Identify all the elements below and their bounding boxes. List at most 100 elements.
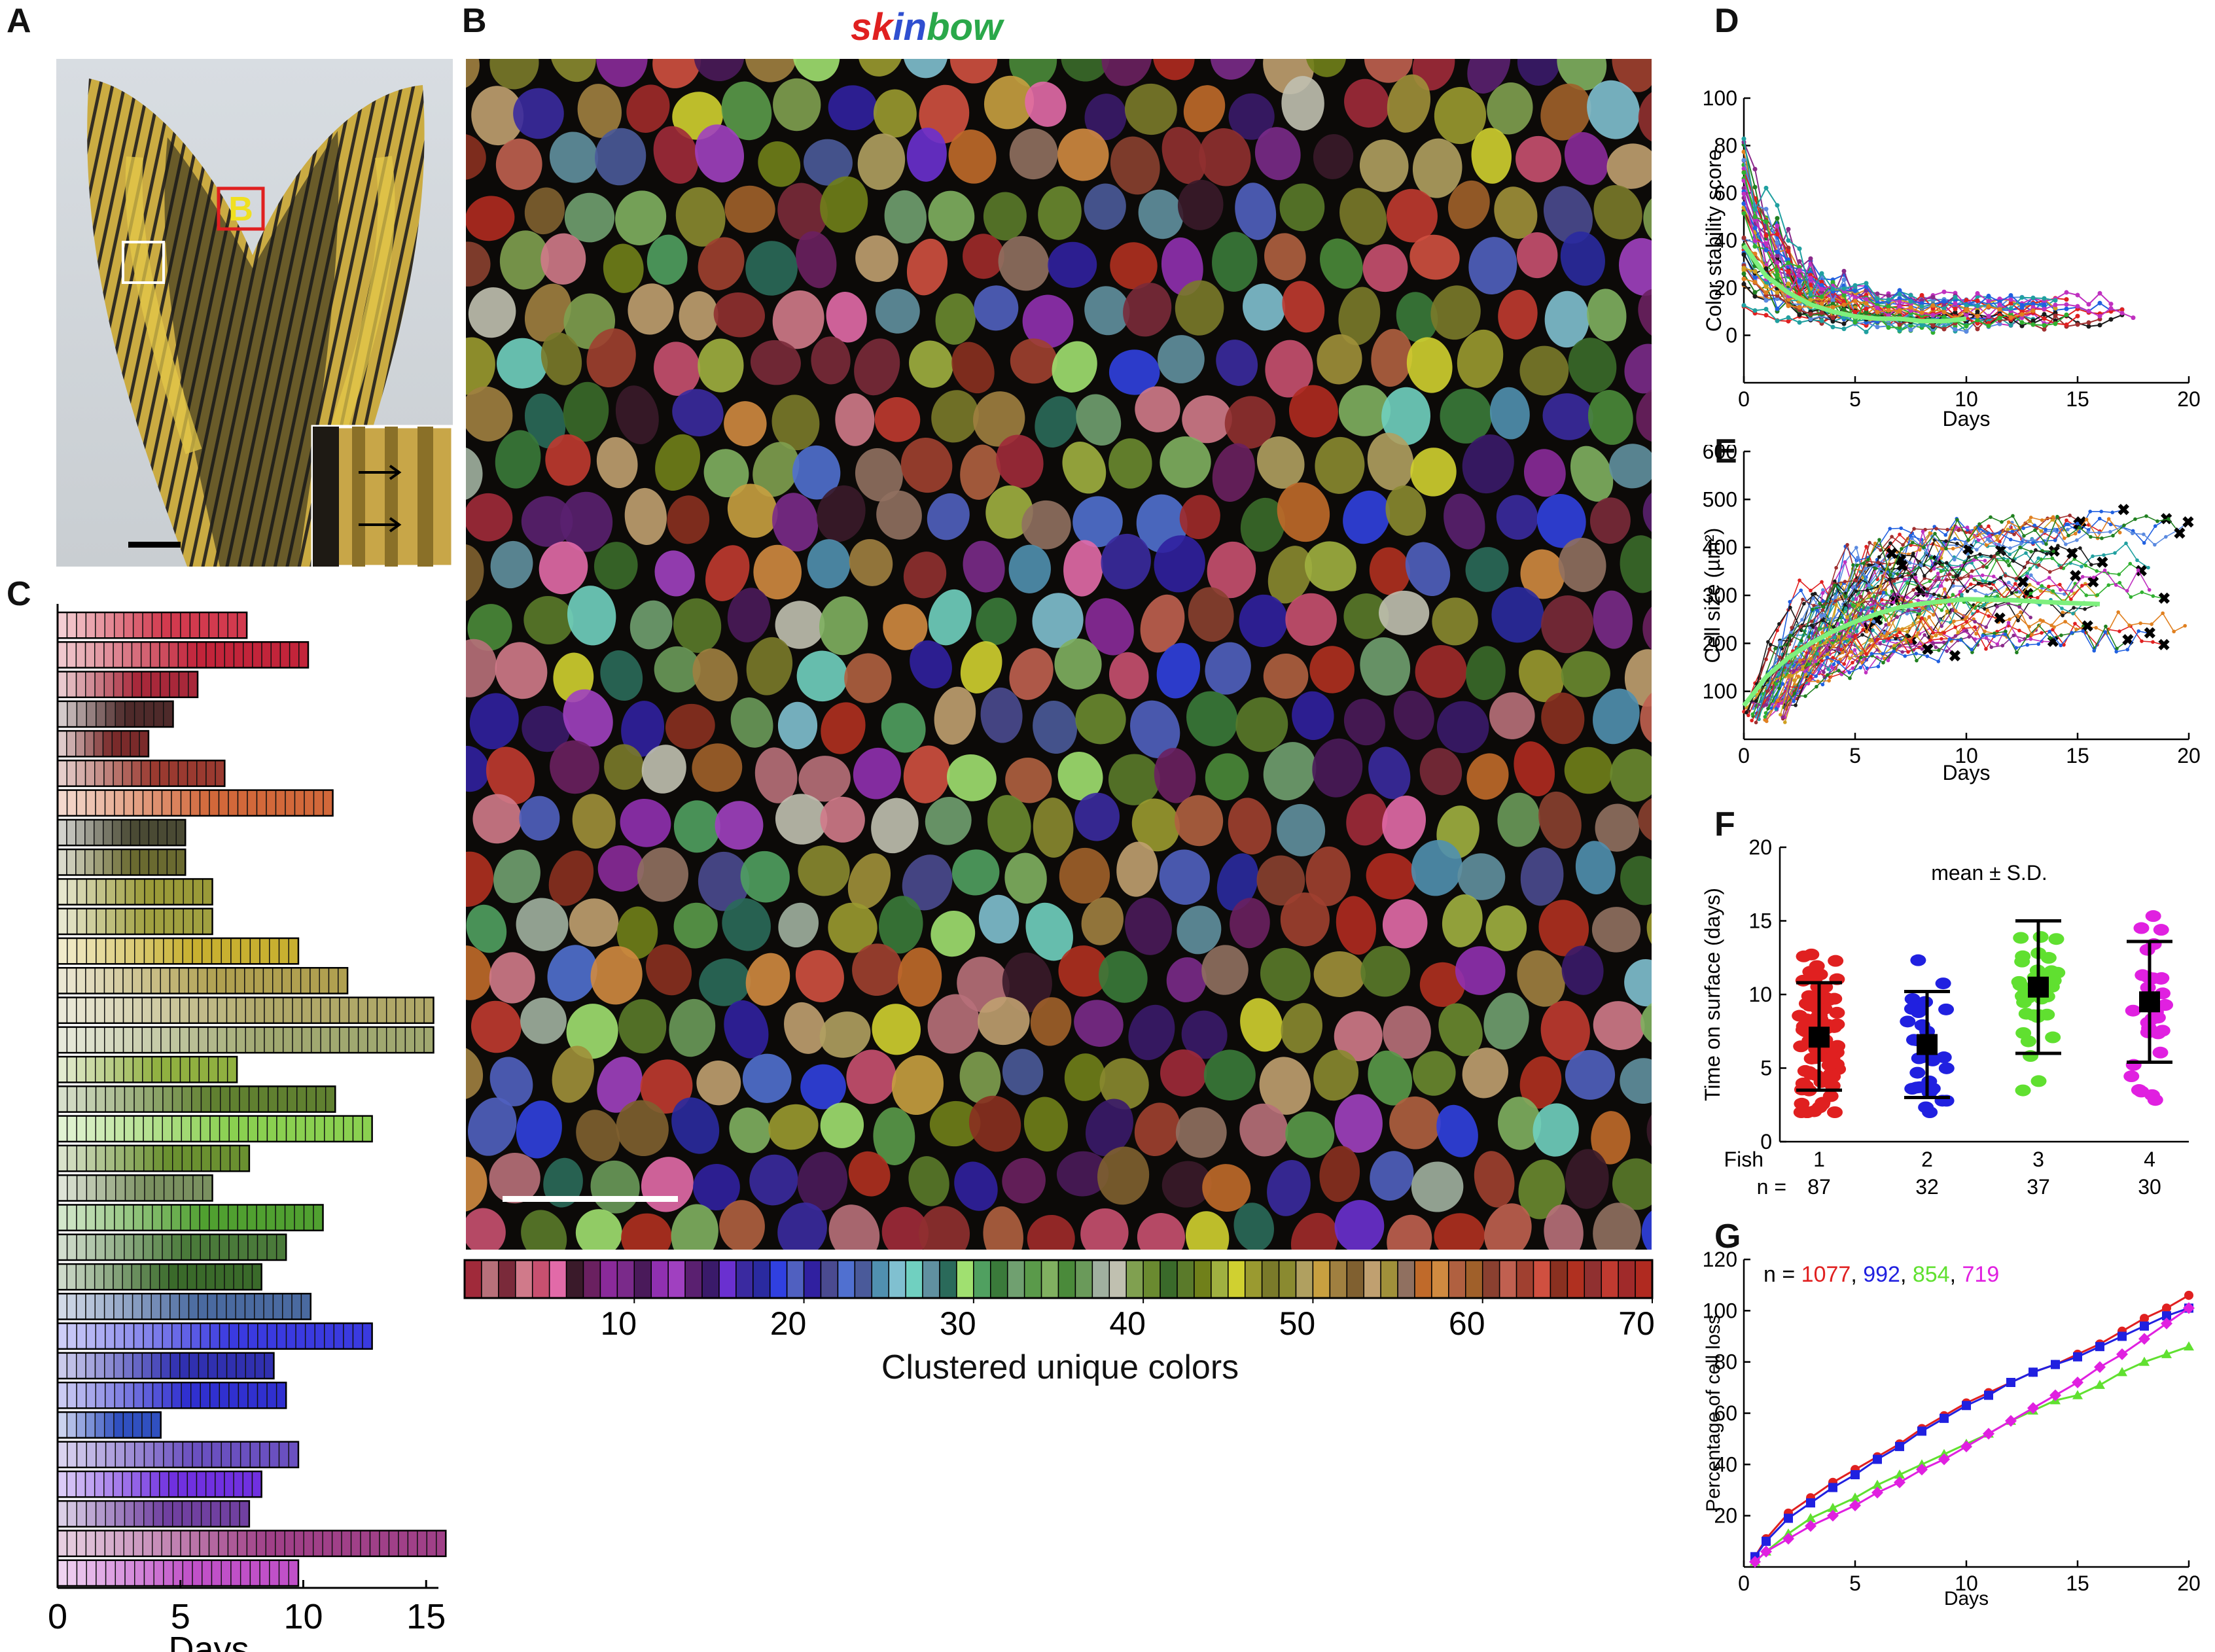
mosaic-cell (673, 902, 718, 949)
bar-segment (256, 789, 267, 817)
trajectory-point (2186, 520, 2190, 525)
trajectory-point (1781, 715, 1784, 719)
bar-segment (197, 967, 208, 994)
trajectory-point (1845, 542, 1849, 547)
bar-segment (75, 760, 86, 787)
bar-segment (218, 612, 228, 639)
bar-segment (94, 819, 104, 846)
bar-segment (198, 1352, 209, 1379)
strip-swatch (922, 1259, 940, 1299)
trajectory-point (1789, 631, 1793, 635)
bar-segment (278, 1441, 289, 1468)
trajectory-point (1820, 659, 1824, 663)
mosaic-cell (1317, 334, 1362, 385)
bar-segment (205, 1471, 216, 1498)
bar-segment (169, 967, 180, 994)
bar-segment (320, 996, 331, 1024)
trajectory-point (1763, 241, 1769, 246)
mean-marker (1809, 1027, 1830, 1048)
trajectory-point (1852, 294, 1858, 300)
bar-segment (122, 641, 133, 669)
trajectory-point (2044, 527, 2048, 532)
trajectory-point (2029, 573, 2033, 577)
bar-segment (239, 1085, 250, 1113)
bar-segment (95, 1145, 106, 1172)
trajectory-point (1834, 595, 1837, 599)
bar-segment (95, 1234, 106, 1261)
mosaic-cell (438, 446, 483, 501)
mosaic-cell (1032, 593, 1084, 648)
trajectory-point (2012, 533, 2016, 536)
strip-swatch (1143, 1259, 1161, 1299)
trajectory-point (1859, 651, 1863, 656)
mosaic-cell (1393, 690, 1434, 740)
trajectory-point (1908, 327, 1913, 332)
bar-segment (252, 641, 262, 669)
trajectory-point (1953, 536, 1957, 541)
trajectory-point (1831, 656, 1835, 659)
trajectory-point (1741, 191, 1746, 196)
trajectory-point (2075, 322, 2080, 327)
bar-segment (103, 967, 115, 994)
trajectory-point (2055, 514, 2059, 519)
trajectory-point (1775, 268, 1780, 273)
data-point (2131, 1084, 2147, 1097)
bar-segment (96, 1560, 107, 1587)
mosaic-cell (753, 442, 800, 497)
bar-segment (76, 1530, 87, 1557)
trajectory-point (2053, 538, 2057, 542)
mosaic-cell (1277, 803, 1326, 856)
bar-segment (114, 1382, 125, 1409)
trajectory-point (1794, 703, 1798, 707)
trajectory-point (2008, 300, 2013, 306)
bar-segment (114, 1234, 125, 1261)
bar-segment (190, 1115, 202, 1142)
strip-swatch (464, 1259, 482, 1299)
strip-swatch (718, 1259, 737, 1299)
bar-segment (66, 1204, 77, 1231)
bar-segment (215, 1471, 225, 1498)
trajectory-point (2153, 524, 2157, 528)
trajectory-point (2073, 531, 2078, 536)
bar-segment (192, 878, 204, 905)
trajectory-point (1975, 321, 1980, 326)
mosaic-cell (1161, 237, 1203, 296)
trajectory-point (1896, 627, 1900, 631)
trajectory-point (1995, 642, 2000, 646)
trajectory-point (1773, 646, 1777, 650)
data-point (2030, 1075, 2047, 1087)
trajectory-point (1775, 240, 1780, 245)
series-point (1960, 1440, 1972, 1452)
bar-segment (298, 641, 309, 669)
bar-segment (134, 1560, 145, 1587)
mosaic-cell (1263, 654, 1309, 699)
bar-segment (170, 1056, 181, 1083)
bar-segment (95, 1382, 106, 1409)
bar-segment (162, 1500, 173, 1528)
trajectory-point (2102, 553, 2106, 557)
mosaic-cell (696, 1061, 741, 1106)
mosaic-cell (1336, 896, 1376, 955)
trajectory-point (1974, 631, 1978, 636)
bar-segment (269, 1560, 280, 1587)
trajectory-point (1953, 625, 1957, 629)
mean-marker (2139, 991, 2160, 1013)
mosaic-cell (497, 338, 548, 389)
trajectory-point (1941, 315, 1947, 320)
trajectory-point (1820, 580, 1824, 584)
trajectory-point (1928, 638, 1932, 642)
trajectory-point (2058, 588, 2063, 592)
bar-segment (123, 1530, 134, 1557)
bar-segment (122, 1411, 133, 1439)
trajectory-point (1809, 588, 1813, 593)
bar-segment (216, 967, 226, 994)
bar-segment (268, 1085, 279, 1113)
bar-segment (105, 1115, 116, 1142)
trajectory-point (1976, 581, 1981, 586)
data-point (1797, 1064, 1813, 1077)
mosaic-cell (586, 328, 636, 388)
bar-segment (75, 967, 86, 994)
bar-segment (423, 996, 434, 1024)
mosaic-cell (1536, 493, 1586, 548)
bar-group (56, 967, 349, 994)
